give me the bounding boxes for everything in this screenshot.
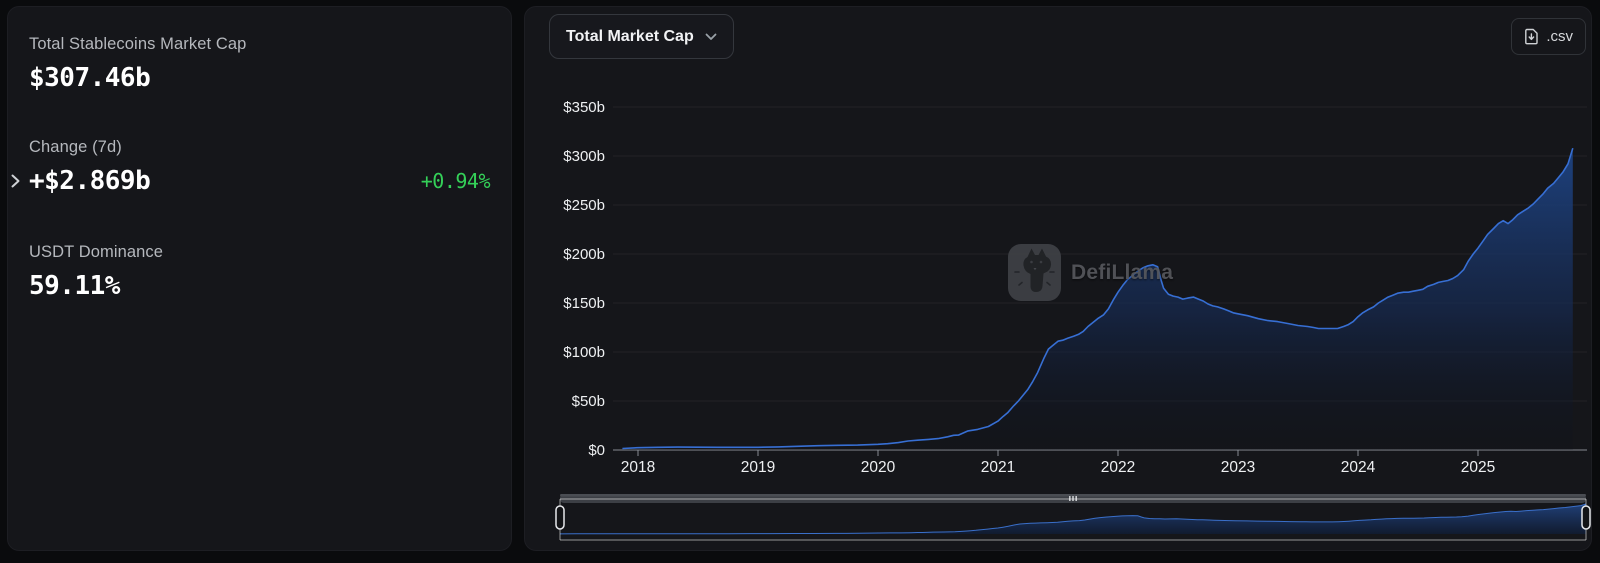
stat-change-7d-percent: +0.94% <box>420 169 491 193</box>
x-axis-tick-label: 2023 <box>1221 459 1255 476</box>
y-axis-tick-label: $100b <box>563 344 605 361</box>
chevron-right-icon[interactable] <box>10 173 24 189</box>
stat-change-7d-row[interactable]: +$2.869b +0.94% <box>11 166 491 196</box>
x-axis-tick-label: 2022 <box>1101 459 1135 476</box>
y-axis-tick-label: $350b <box>563 99 605 116</box>
chevron-down-icon <box>705 33 717 41</box>
brush-mini-area <box>560 504 1586 534</box>
x-axis-tick-label: 2024 <box>1341 459 1376 476</box>
stat-total-market-cap-value: $307.46b <box>29 63 151 93</box>
stat-usdt-dominance-value: 59.11% <box>29 271 120 301</box>
series-line <box>622 147 1574 450</box>
y-axis-tick-label: $300b <box>563 148 605 165</box>
stat-change-7d-label: Change (7d) <box>29 138 122 156</box>
brush-mini-line <box>559 503 1587 535</box>
stat-usdt-dominance: USDT Dominance 59.11% <box>29 243 490 301</box>
y-axis-tick-label: $250b <box>563 197 605 214</box>
stats-panel: Total Stablecoins Market Cap $307.46b Ch… <box>7 6 512 551</box>
download-csv-button[interactable]: .csv <box>1511 18 1586 55</box>
x-axis-tick-label: 2018 <box>621 459 655 476</box>
stat-total-market-cap: Total Stablecoins Market Cap $307.46b <box>29 35 490 93</box>
stat-usdt-dominance-label: USDT Dominance <box>29 243 164 261</box>
series-area <box>622 148 1573 450</box>
x-axis-tick-label: 2021 <box>981 459 1015 476</box>
csv-button-label: .csv <box>1546 28 1573 45</box>
y-axis-tick-label: $0 <box>588 442 605 459</box>
brush-scroll-track-highlight <box>560 494 1586 497</box>
y-axis-tick-label: $150b <box>563 295 605 312</box>
chart-panel: Total Market Cap .csv <box>524 6 1592 551</box>
y-axis-tick-label: $200b <box>563 246 605 263</box>
brush-handle-right[interactable] <box>1581 505 1591 530</box>
brush-handle-left[interactable] <box>555 505 565 530</box>
x-axis-tick-label: 2019 <box>741 459 775 476</box>
metric-dropdown[interactable]: Total Market Cap <box>549 14 734 59</box>
y-axis-tick-label: $50b <box>572 393 605 410</box>
x-axis-tick-label: 2025 <box>1461 459 1495 476</box>
stablecoins-area-chart[interactable]: $0 $50b $100b $150b $200b $250b $300b $350b 2018… <box>525 7 1593 552</box>
file-download-icon <box>1524 28 1539 45</box>
stat-change-7d-value: +$2.869b <box>29 166 151 196</box>
x-axis-tick-label: 2020 <box>861 459 896 476</box>
metric-dropdown-label: Total Market Cap <box>566 27 694 45</box>
stat-total-market-cap-label: Total Stablecoins Market Cap <box>29 35 247 53</box>
stat-change-7d: Change (7d) +$2.869b +0.94% <box>11 138 491 196</box>
